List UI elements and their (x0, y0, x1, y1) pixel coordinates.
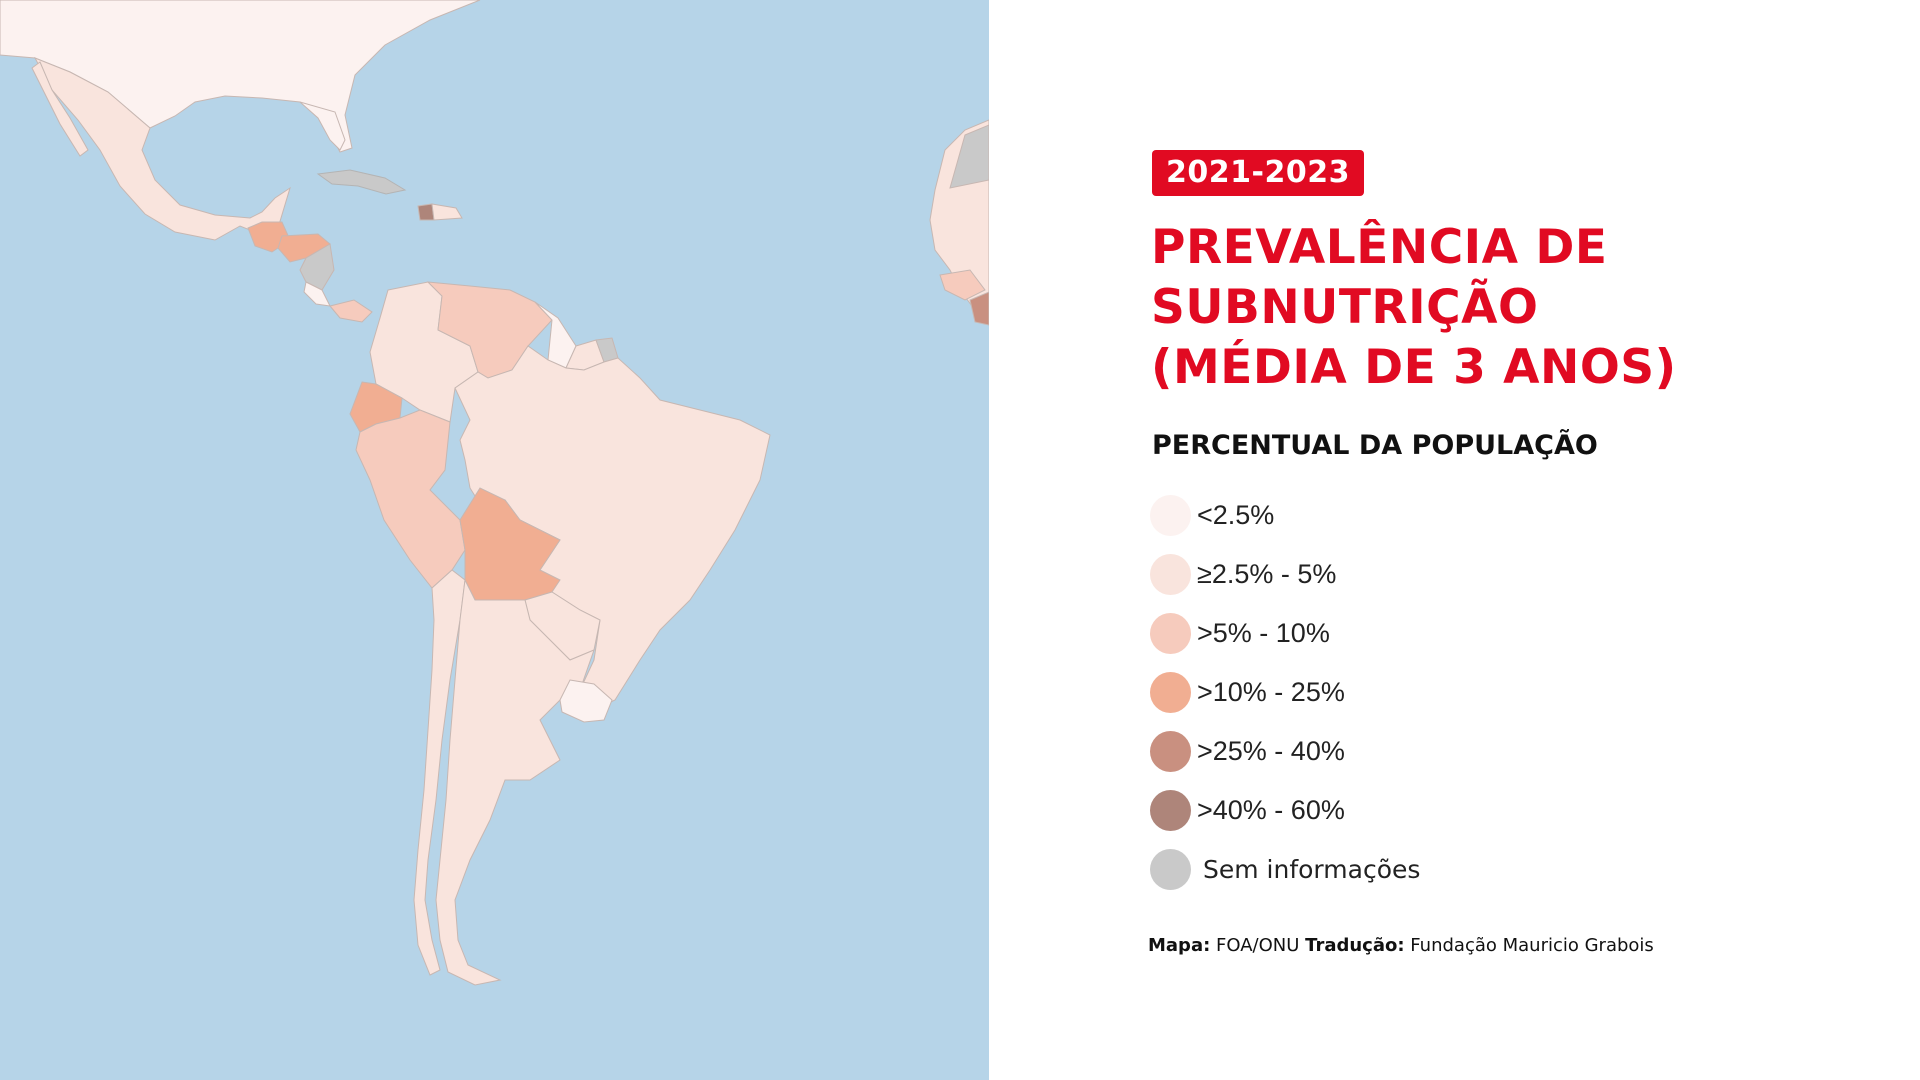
source-credits: Mapa: FOA/ONU Tradução: Fundação Maurici… (1148, 935, 1654, 956)
legend-label: ≥2.5% - 5% (1197, 559, 1337, 589)
legend-label: >25% - 40% (1197, 736, 1345, 766)
map-credit-label: Mapa: (1148, 935, 1211, 956)
map-title: PREVALÊNCIA DE SUBNUTRIÇÃO (MÉDIA DE 3 A… (1151, 218, 1871, 398)
legend-swatch (1150, 672, 1191, 713)
legend-swatch (1150, 495, 1191, 536)
legend-swatch (1150, 790, 1191, 831)
region-liberia (969, 291, 989, 326)
region-western-sahara (949, 124, 989, 189)
region-dominican-rep (431, 203, 463, 221)
translation-credit-label: Tradução: (1305, 935, 1405, 956)
region-costa-rica (303, 281, 331, 307)
region-cuba (316, 169, 407, 195)
region-chile (413, 569, 466, 976)
legend-title: PERCENTUAL DA POPULAÇÃO (1152, 430, 1598, 461)
region-haiti (417, 203, 435, 221)
legend-label: <2.5% (1197, 500, 1275, 530)
region-uruguay (559, 679, 613, 723)
translation-credit-value: Fundação Mauricio Grabois (1410, 935, 1654, 956)
legend-label: >5% - 10% (1197, 618, 1330, 648)
region-panama (329, 299, 373, 323)
map-credit-value: FOA/ONU (1216, 935, 1300, 956)
region-baja (31, 61, 89, 157)
title-line: SUBNUTRIÇÃO (1151, 280, 1539, 335)
legend-swatch (1150, 613, 1191, 654)
title-line: (MÉDIA DE 3 ANOS) (1151, 340, 1677, 395)
legend-swatch (1150, 849, 1191, 890)
legend-label: >40% - 60% (1197, 795, 1345, 825)
region-argentina (435, 578, 595, 986)
region-florida (299, 101, 346, 151)
info-panel: 2021-2023 PREVALÊNCIA DE SUBNUTRIÇÃO (MÉ… (989, 0, 1920, 1080)
region-guinea (939, 269, 986, 301)
map-svg (0, 0, 989, 986)
legend-swatch (1150, 554, 1191, 595)
legend-swatch (1150, 731, 1191, 772)
period-badge: 2021-2023 (1152, 150, 1364, 196)
legend-label: Sem informações (1203, 855, 1421, 884)
map-panel (0, 0, 989, 1080)
legend-label: >10% - 25% (1197, 677, 1345, 707)
region-mexico (33, 57, 291, 241)
title-line: PREVALÊNCIA DE (1151, 220, 1608, 275)
